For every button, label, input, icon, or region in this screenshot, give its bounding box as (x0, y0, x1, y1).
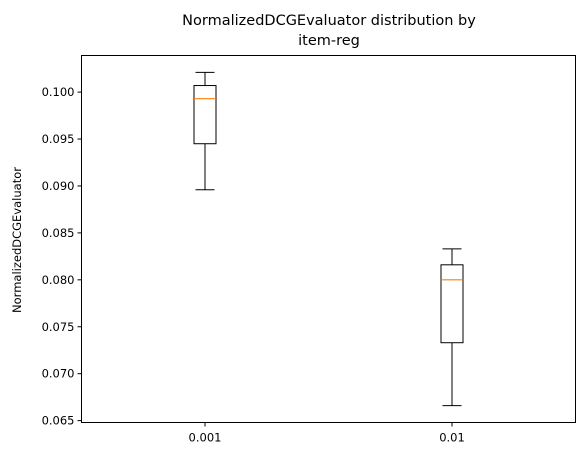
y-axis-label: NormalizedDCGEvaluator (10, 167, 24, 313)
y-tick-label: 0.070 (42, 367, 75, 381)
y-tick-label: 0.095 (42, 132, 75, 146)
chart-title-line-1: NormalizedDCGEvaluator distribution by (182, 13, 476, 29)
y-tick-label: 0.080 (42, 273, 75, 287)
box-iqr (193, 85, 217, 145)
y-tick-label: 0.100 (42, 85, 75, 99)
chart-title-line-2: item-reg (298, 33, 360, 49)
x-tick-label: 0.001 (189, 431, 222, 445)
plot-area: 0.065 0.070 0.075 0.080 0.085 0.090 0.095 0.100… (42, 71, 465, 445)
y-tick-label: 0.090 (42, 179, 75, 193)
y-tick-label: 0.075 (42, 320, 75, 334)
box-iqr (440, 264, 464, 344)
y-tick-label: 0.085 (42, 226, 75, 240)
x-tick-label: 0.01 (439, 431, 465, 445)
plot-frame (81, 55, 576, 423)
y-tick-label: 0.065 (42, 414, 75, 428)
